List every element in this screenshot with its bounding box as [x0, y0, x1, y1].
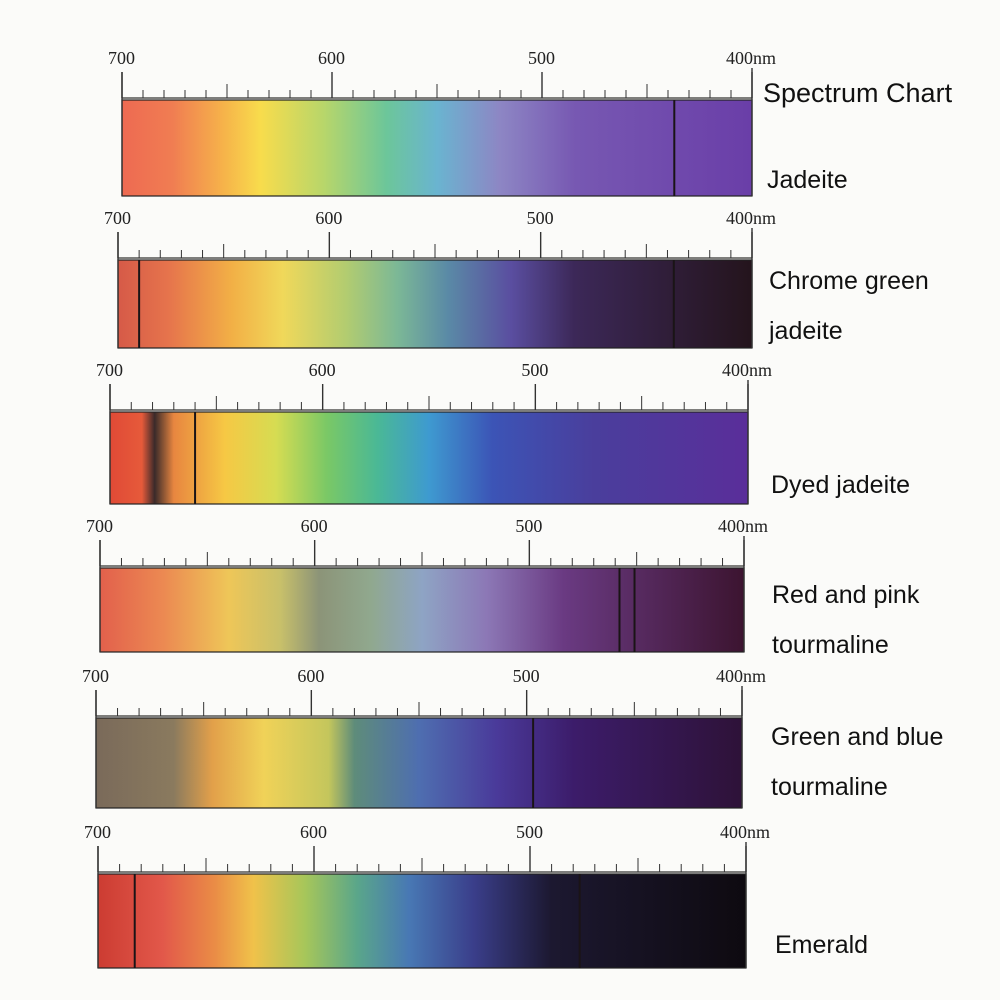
spectrum-label-line: Emerald — [775, 931, 869, 959]
spectrum-bar — [95, 717, 743, 809]
tick-label-700: 700 — [96, 360, 123, 380]
tick-label-500: 500 — [513, 666, 540, 686]
spectrum-3: 700 600 500 400nm — [96, 360, 772, 505]
spectrum-2: 700 600 500 400nm — [104, 208, 776, 349]
tick-label-700: 700 — [86, 516, 113, 536]
tick-label-400: 400nm — [722, 360, 772, 380]
tick-label-600: 600 — [318, 48, 345, 68]
spectrum-1: 700 600 500 400nm — [108, 48, 776, 197]
spectrum-5: 700 600 500 400nm — [82, 666, 766, 809]
spectrum-bar — [99, 567, 745, 653]
spectrum-bar — [121, 99, 753, 197]
tick-label-600: 600 — [300, 822, 327, 842]
tick-label-400: 400nm — [726, 208, 776, 228]
spectrum-label-4: Red and pink tourmaline — [772, 570, 919, 670]
spectrum-bar — [117, 259, 753, 349]
tick-label-400: 400nm — [716, 666, 766, 686]
spectrum-bar — [109, 411, 749, 505]
tick-label-400: 400nm — [718, 516, 768, 536]
spectrum-bar — [97, 873, 747, 969]
tick-label-700: 700 — [108, 48, 135, 68]
spectrum-label-line: Jadeite — [767, 166, 848, 194]
spectrum-label-3: Dyed jadeite — [771, 460, 910, 510]
tick-label-400: 400nm — [720, 822, 770, 842]
spectrum-4: 700 600 500 400nm — [86, 516, 768, 653]
tick-label-400: 400nm — [726, 48, 776, 68]
tick-label-600: 600 — [301, 516, 328, 536]
spectrum-label-line: jadeite — [769, 317, 843, 345]
spectrum-label-line: Green and blue — [771, 723, 944, 751]
spectrum-label-6: Emerald — [775, 920, 868, 970]
tick-label-600: 600 — [297, 666, 324, 686]
spectrum-label-line: Red and pink — [772, 581, 920, 609]
tick-label-500: 500 — [527, 208, 554, 228]
tick-label-500: 500 — [521, 360, 548, 380]
spectrum-label-line: tourmaline — [772, 631, 889, 659]
tick-label-700: 700 — [84, 822, 111, 842]
spectrum-label-line: Chrome green — [769, 267, 929, 295]
tick-label-500: 500 — [528, 48, 555, 68]
chart-title: Spectrum Chart — [763, 78, 953, 108]
tick-label-500: 500 — [516, 822, 543, 842]
tick-label-700: 700 — [82, 666, 109, 686]
tick-label-600: 600 — [309, 360, 336, 380]
spectrum-label-5: Green and blue tourmaline — [771, 712, 943, 812]
spectrum-label-1: Jadeite — [767, 155, 848, 205]
tick-label-600: 600 — [315, 208, 342, 228]
spectrum-6: 700 600 500 400nm — [84, 822, 770, 969]
tick-label-500: 500 — [515, 516, 542, 536]
tick-label-700: 700 — [104, 208, 131, 228]
spectrum-label-2: Chrome green jadeite — [769, 256, 929, 356]
spectrum-label-line: tourmaline — [771, 773, 888, 801]
spectrum-label-line: Dyed jadeite — [771, 471, 910, 499]
